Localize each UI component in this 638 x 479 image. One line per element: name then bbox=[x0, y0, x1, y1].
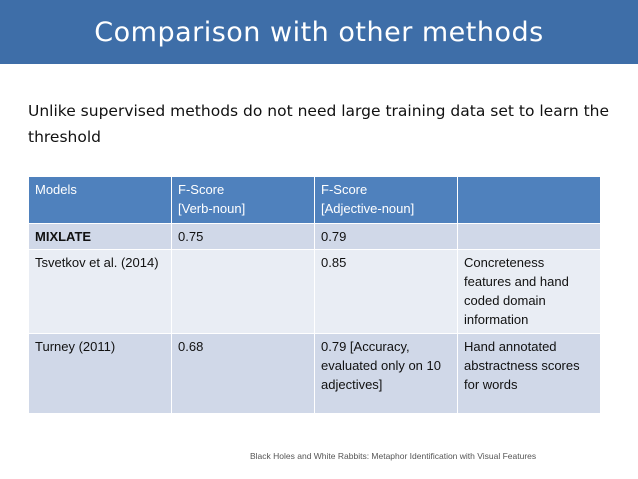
table-cell: MIXLATE bbox=[28, 223, 172, 250]
table-cell: Hand annotated abstractness scores for w… bbox=[457, 333, 601, 414]
table-cell: 0.79 bbox=[314, 223, 458, 250]
table-cell bbox=[171, 249, 315, 334]
table-cell bbox=[457, 223, 601, 250]
title-bar: Comparison with other methods bbox=[0, 0, 638, 64]
header-line: F-Score bbox=[178, 182, 225, 197]
header-line: Models bbox=[35, 182, 77, 197]
table-cell: Turney (2011) bbox=[28, 333, 172, 414]
table-cell: Tsvetkov et al. (2014) bbox=[28, 249, 172, 334]
header-fscore-adjective-noun: F-Score [Adjective-noun] bbox=[314, 176, 458, 224]
header-models: Models bbox=[28, 176, 172, 224]
slide-title: Comparison with other methods bbox=[94, 16, 544, 48]
header-fscore-verb-noun: F-Score [Verb-noun] bbox=[171, 176, 315, 224]
slide-subtitle: Unlike supervised methods do not need la… bbox=[28, 102, 610, 146]
table-cell: 0.85 bbox=[314, 249, 458, 334]
table-cell: 0.68 bbox=[171, 333, 315, 414]
header-line: [Verb-noun] bbox=[178, 201, 246, 216]
header-notes bbox=[457, 176, 601, 224]
table-cell: 0.79 [Accuracy, evaluated only on 10 adj… bbox=[314, 333, 458, 414]
table-cell: 0.75 bbox=[171, 223, 315, 250]
header-line: F-Score bbox=[321, 182, 368, 197]
footer-caption: Black Holes and White Rabbits: Metaphor … bbox=[250, 451, 537, 461]
header-line: [Adjective-noun] bbox=[321, 201, 415, 216]
comparison-table: Models F-Score [Verb-noun] F-Score [Adje… bbox=[28, 176, 601, 414]
table-cell: Concreteness features and hand coded dom… bbox=[457, 249, 601, 334]
table-header-row: Models F-Score [Verb-noun] F-Score [Adje… bbox=[28, 176, 601, 224]
table-row: Tsvetkov et al. (2014) 0.85 Concreteness… bbox=[28, 249, 601, 334]
table-row: Turney (2011) 0.68 0.79 [Accuracy, evalu… bbox=[28, 333, 601, 414]
table-row: MIXLATE 0.75 0.79 bbox=[28, 223, 601, 250]
